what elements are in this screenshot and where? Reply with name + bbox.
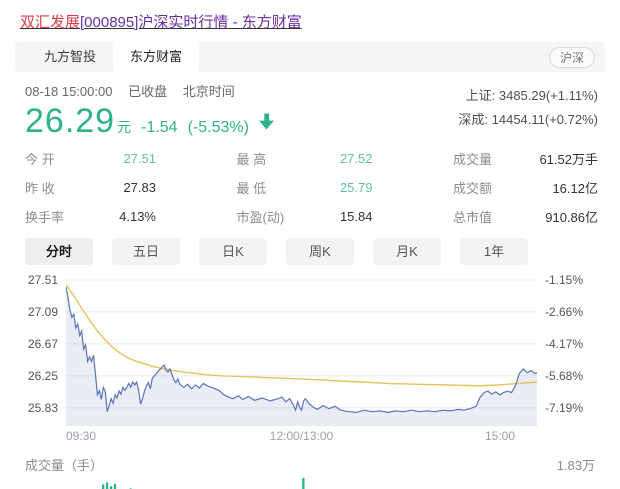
volume-header: 成交量（手） 1.83万	[0, 449, 620, 474]
volume-label: 成交量（手）	[25, 458, 104, 473]
tab-weekly-k[interactable]: 周K	[286, 238, 354, 265]
quote-left: 08-18 15:00:00 已收盘 北京时间 26.29 元 -1.54 (-…	[25, 81, 274, 141]
sh-index-row: 上证: 3485.29(+1.11%)	[458, 84, 598, 108]
stat-turnover-rate: 换手率 4.13%	[25, 207, 156, 226]
price-row: 26.29 元 -1.54 (-5.53%)	[25, 102, 274, 141]
quote-datetime: 08-18 15:00:00	[25, 84, 113, 99]
stat-value: 27.52	[339, 151, 373, 166]
y-tick-price: 26.25	[27, 368, 58, 383]
y-tick-price: 27.51	[27, 272, 58, 287]
stat-value: 16.12亿	[552, 181, 598, 196]
intraday-chart: 27.51 27.09 26.67 26.25 25.83 -1.15% -2.66% -4…	[0, 272, 620, 449]
y-tick-percent: -4.17%	[545, 336, 584, 351]
y-axis-right: -1.15% -2.66% -4.17% -5.68% -7.19%	[545, 272, 617, 425]
y-tick-percent: -2.66%	[545, 304, 584, 319]
stat-open: 今 开 27.51	[25, 149, 156, 168]
stat-label: 总市值	[453, 210, 493, 225]
stat-label: 成交额	[453, 181, 493, 196]
tab-eastmoney[interactable]: 东方财富	[113, 42, 200, 72]
stat-volume: 成交量 61.52万手	[453, 149, 598, 168]
timezone-label: 北京时间	[182, 84, 235, 99]
stat-label: 成交量	[453, 152, 493, 167]
tab-1year[interactable]: 1年	[460, 238, 528, 265]
tab-daily-k[interactable]: 日K	[199, 238, 267, 265]
y-tick-price: 26.67	[27, 336, 58, 351]
provider-tabbar: 九方智投 东方财富 沪深	[15, 42, 605, 72]
page-title: 双汇发展[000895]沪深实时行情 - 东方财富	[0, 0, 620, 32]
stat-label: 最 高	[236, 152, 267, 167]
stat-value: 27.83	[123, 180, 156, 195]
quote-header: 08-18 15:00:00 已收盘 北京时间 26.29 元 -1.54 (-…	[0, 72, 620, 141]
x-tick-time: 12:00/13:00	[269, 429, 334, 443]
index-quotes: 上证: 3485.29(+1.11%) 深成: 14454.11(+0.72%)	[458, 81, 598, 141]
stat-prev-close: 昨 收 27.83	[25, 178, 156, 197]
price-change-pct: (-5.53%)	[187, 119, 249, 136]
page-title-link[interactable]: 双汇发展[000895]沪深实时行情 - 东方财富	[20, 14, 302, 31]
stat-high: 最 高 27.52	[237, 149, 373, 168]
x-tick-time: 15:00	[484, 429, 516, 443]
chart-plot[interactable]	[66, 275, 537, 426]
stat-value: 15.84	[339, 209, 373, 224]
stat-pe: 市盈(动) 15.84	[237, 207, 373, 226]
tab-5day[interactable]: 五日	[112, 238, 180, 265]
last-price: 26.29	[25, 102, 116, 140]
volume-plot[interactable]	[66, 477, 537, 489]
price-change: -1.54	[141, 119, 178, 136]
stat-value: 61.52万手	[539, 152, 598, 167]
price-unit: 元	[117, 119, 132, 135]
sz-index-label: 深成:	[458, 112, 488, 128]
x-axis: 09:30 12:00/13:00 15:00	[0, 429, 620, 445]
stat-turnover-amt: 成交额 16.12亿	[453, 178, 598, 197]
x-tick-time: 09:30	[66, 429, 97, 443]
volume-max-value: 1.83万	[556, 458, 595, 473]
sh-index-label: 上证:	[465, 88, 496, 103]
down-arrow-icon	[258, 113, 274, 135]
y-axis-left: 27.51 27.09 26.67 26.25 25.83	[0, 272, 58, 425]
title-rest: [000895]沪深实时行情 - 东方财富	[80, 14, 302, 31]
stats-grid: 今 开 27.51 最 高 27.52 成交量 61.52万手 昨 收 27.83 最 …	[0, 141, 620, 226]
stat-market-cap: 总市值 910.86亿	[453, 207, 598, 226]
stock-name: 双汇发展	[20, 14, 81, 31]
stat-label: 换手率	[25, 210, 65, 225]
y-tick-percent: -7.19%	[545, 400, 584, 415]
tab-intraday[interactable]: 分时	[25, 238, 93, 265]
y-tick-price: 25.83	[27, 400, 58, 415]
stat-value: 910.86亿	[545, 210, 598, 225]
chart-period-tabs: 分时 五日 日K 周K 月K 1年	[0, 226, 620, 265]
stat-value: 25.79	[339, 180, 373, 195]
stat-value: 27.51	[123, 151, 156, 166]
market-status: 已收盘	[128, 84, 168, 99]
y-tick-percent: -1.15%	[545, 272, 584, 287]
y-tick-price: 27.09	[27, 304, 58, 319]
sz-index-value: 14454.11(+0.72%)	[491, 112, 598, 128]
stat-label: 最 低	[236, 181, 267, 196]
sz-index-row: 深成: 14454.11(+0.72%)	[458, 108, 598, 132]
stat-label: 今 开	[25, 152, 55, 167]
stat-label: 昨 收	[25, 181, 55, 196]
stat-label: 市盈(动)	[236, 210, 285, 225]
market-pill[interactable]: 沪深	[548, 46, 595, 68]
y-tick-percent: -5.68%	[545, 368, 584, 383]
quote-time-row: 08-18 15:00:00 已收盘 北京时间	[25, 81, 274, 100]
tab-jiufang[interactable]: 九方智投	[44, 49, 97, 64]
sh-index-value: 3485.29(+1.11%)	[498, 88, 598, 103]
tab-monthly-k[interactable]: 月K	[373, 238, 441, 265]
stat-value: 4.13%	[119, 209, 156, 224]
stat-low: 最 低 25.79	[237, 178, 373, 197]
